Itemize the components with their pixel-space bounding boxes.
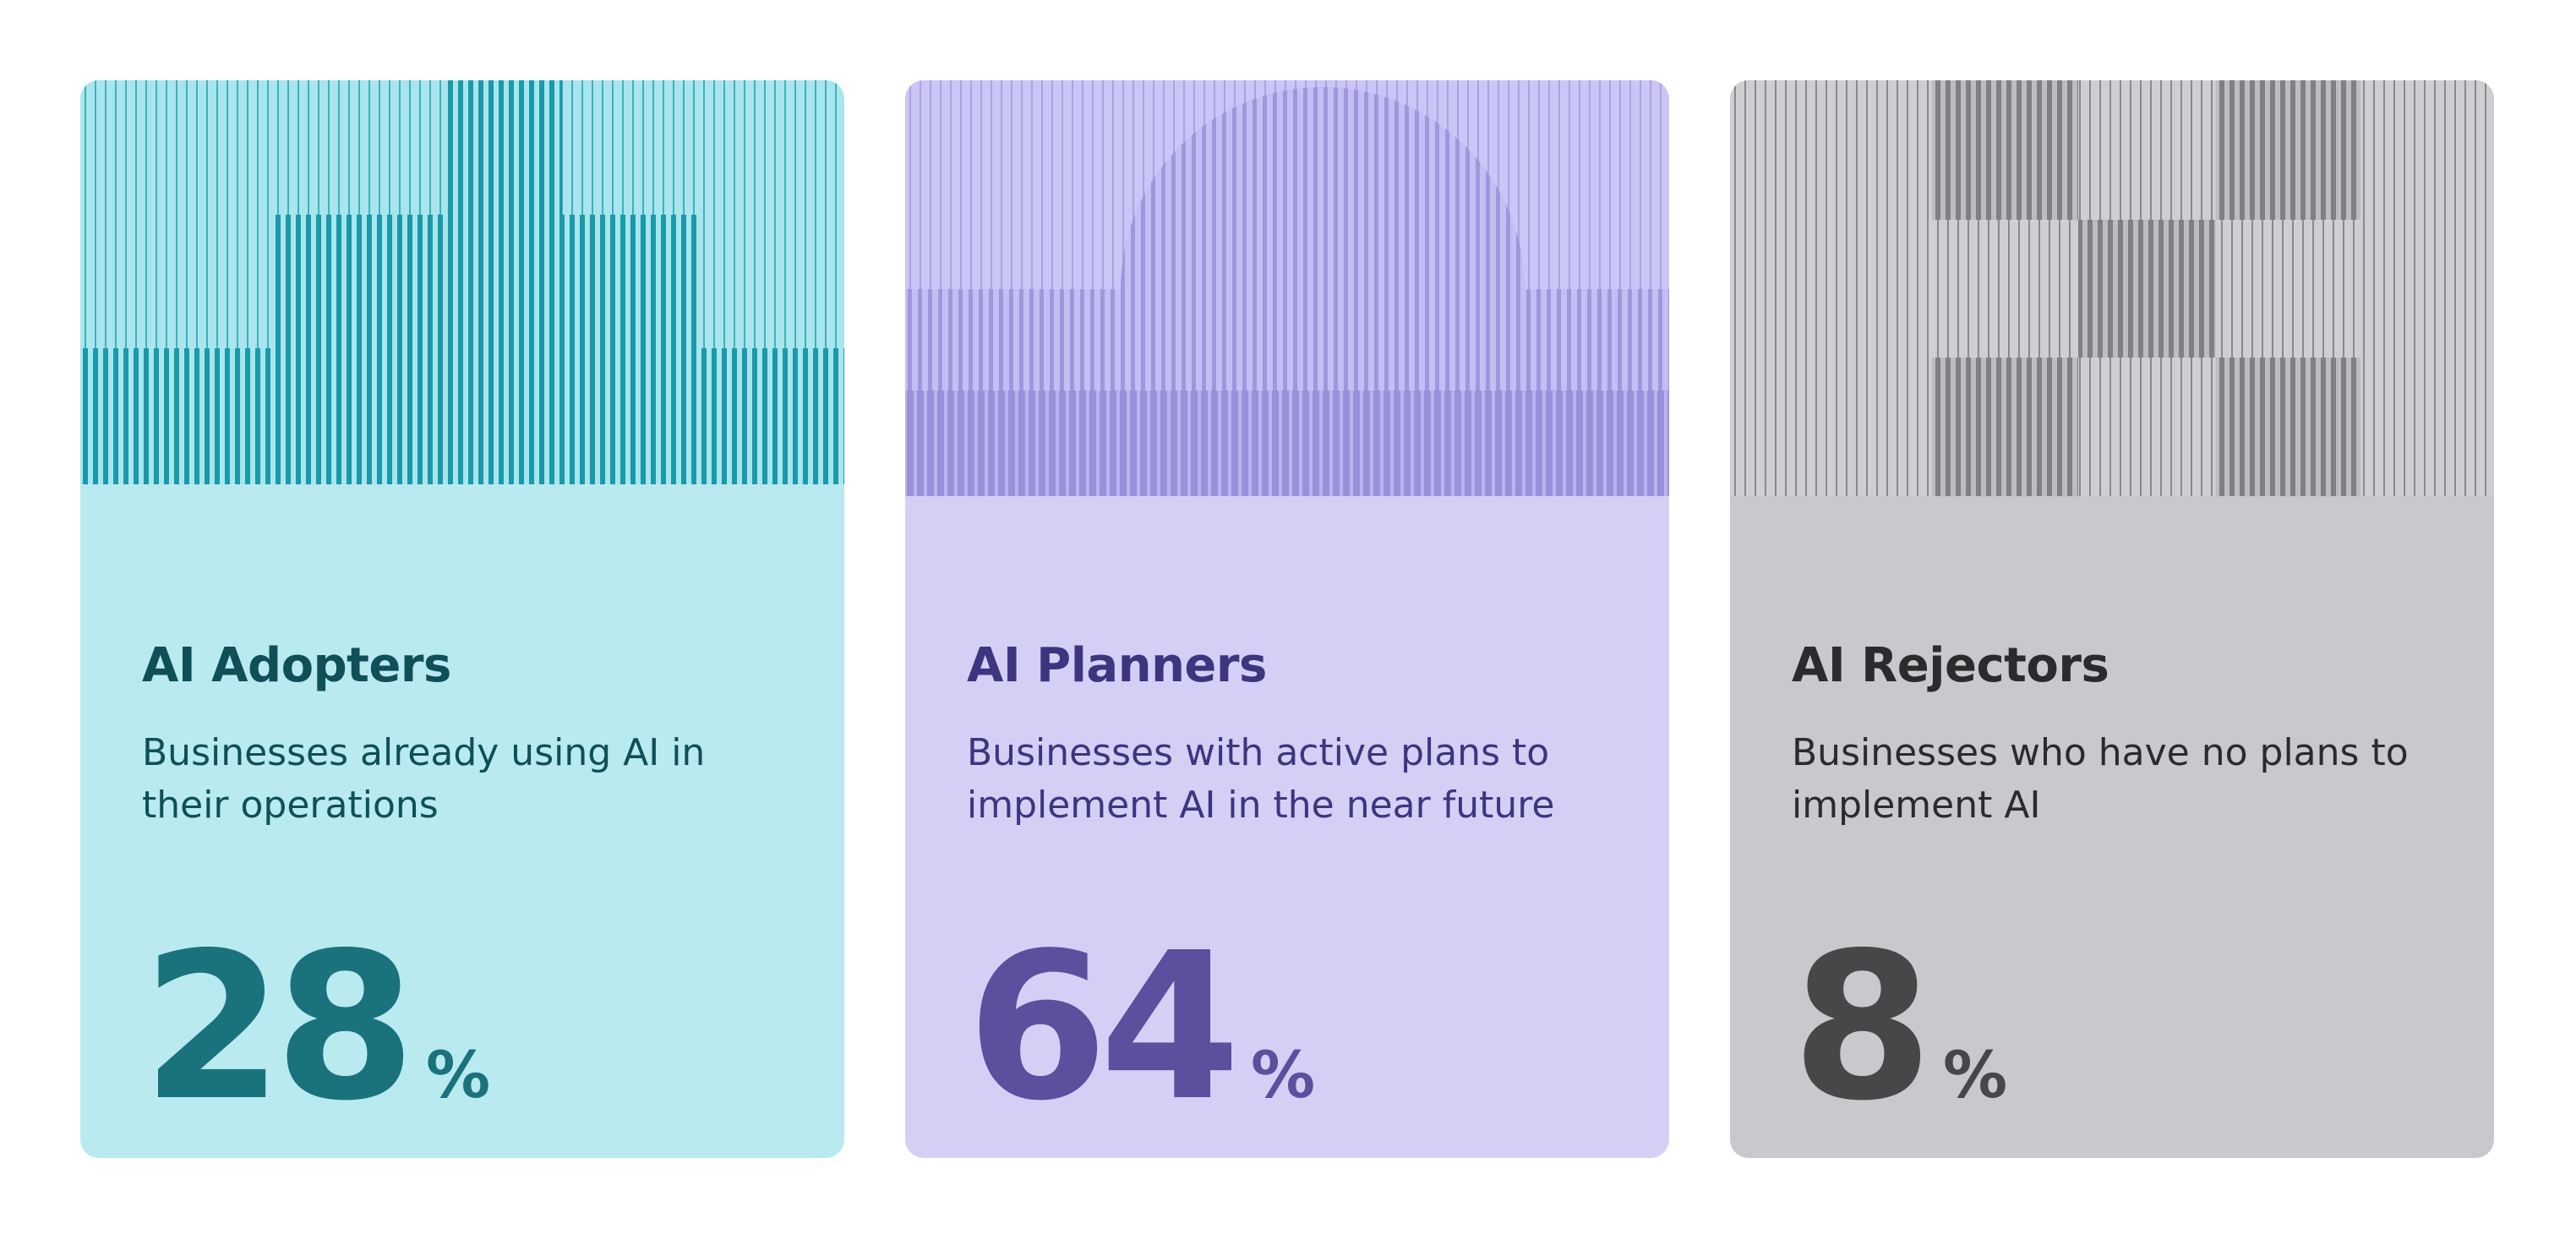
stat: 64% — [967, 926, 1315, 1128]
stat-unit: % — [1250, 1037, 1316, 1112]
card-title: AI Planners — [967, 638, 1267, 693]
stat: 28% — [142, 926, 490, 1128]
card: AI Adopters Businesses already using AI … — [80, 80, 844, 1158]
stat-value: 28 — [142, 909, 416, 1145]
card-pattern — [80, 80, 844, 484]
stat-unit: % — [1943, 1037, 2008, 1112]
stat-value: 64 — [967, 909, 1241, 1145]
card-description: Businesses who have no plans to implemen… — [1792, 731, 2409, 827]
stat-value: 8 — [1792, 909, 1933, 1145]
card-title: AI Rejectors — [1792, 638, 2109, 693]
card: AI Rejectors Businesses who have no plan… — [1730, 80, 2494, 1158]
card-title: AI Adopters — [142, 638, 451, 693]
card-pattern — [905, 80, 1669, 496]
card-pattern — [1730, 80, 2494, 496]
stat-unit: % — [425, 1037, 491, 1112]
card: AI Planners Businesses with active plans… — [905, 80, 1669, 1158]
card-description: Businesses with active plans to implemen… — [967, 731, 1555, 827]
card-description: Businesses already using AI in their ope… — [142, 731, 706, 827]
stat: 8% — [1792, 926, 2007, 1128]
